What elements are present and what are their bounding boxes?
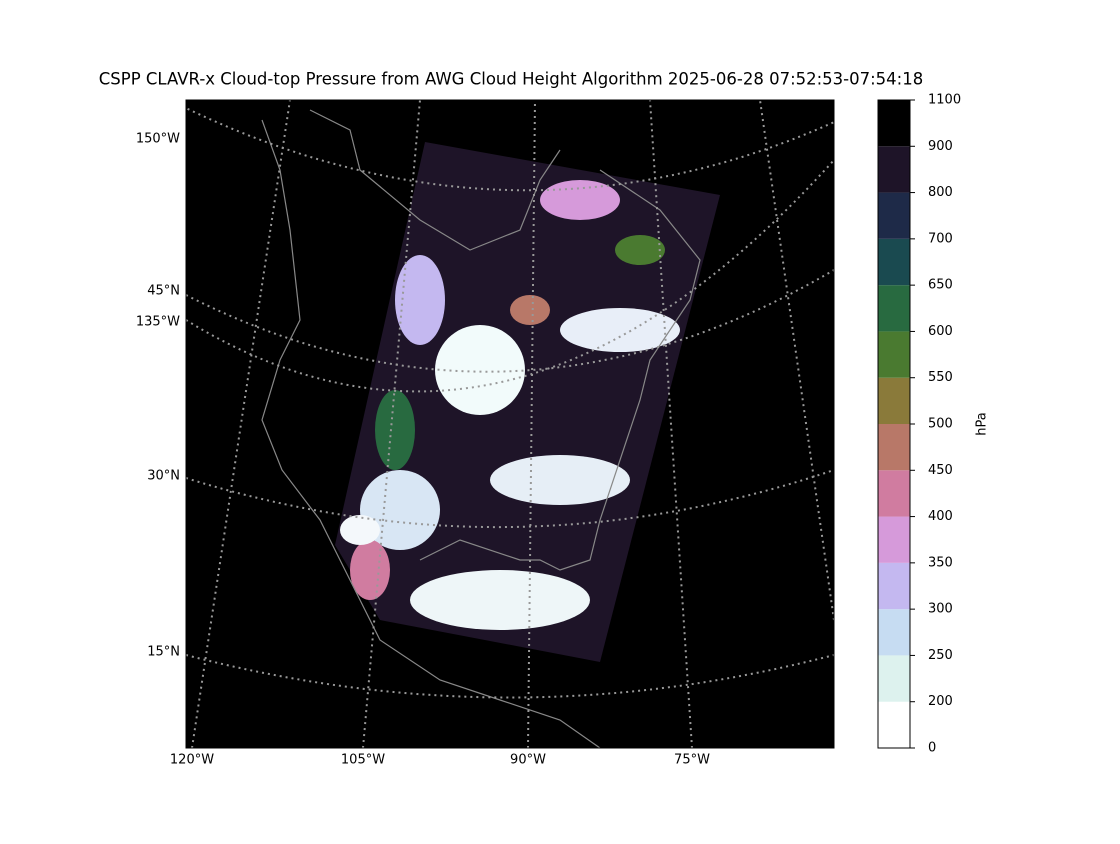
colorbar-tick-label: 250 [928, 648, 953, 663]
colorbar-tick-label: 500 [928, 417, 953, 432]
colorbar-tick-label: 900 [928, 139, 953, 154]
lon-label: 105°W [341, 753, 385, 768]
title: CSPP CLAVR-x Cloud-top Pressure from AWG… [99, 70, 923, 89]
colorbar-segment [878, 516, 910, 563]
colorbar-tick-label: 550 [928, 370, 953, 385]
graticule [186, 469, 834, 528]
map-content [186, 100, 834, 748]
lon-label: 75°W [674, 753, 710, 768]
colorbar-segment [878, 146, 910, 193]
graticule [186, 269, 834, 373]
graticule [649, 100, 693, 748]
lon-label: 135°W [136, 315, 180, 330]
colorbar-tick-label: 200 [928, 694, 953, 709]
colorbar-tick-label: 0 [928, 741, 936, 756]
colorbar-tick-label: 1100 [928, 93, 961, 108]
colorbar-tick-label: 300 [928, 602, 953, 617]
colorbar-segment [878, 377, 910, 424]
map [185, 99, 835, 749]
colorbar-label: hPa [975, 412, 990, 435]
map-frame [185, 99, 835, 749]
graticule [191, 100, 291, 748]
lon-label: 90°W [510, 753, 546, 768]
colorbar-segment [878, 100, 910, 147]
colorbar-segment [878, 655, 910, 702]
colorbar-segment [878, 424, 910, 471]
colorbar-tick-label: 600 [928, 324, 953, 339]
colorbar-tick-label: 400 [928, 509, 953, 524]
map-labels: 150°W 45°N 135°W 30°N 15°N 120°W 105°W 9… [136, 132, 710, 768]
lon-label: 150°W [136, 132, 180, 147]
colorbar-tick-label: 700 [928, 231, 953, 246]
colorbar-segment [878, 192, 910, 239]
colorbar-segment [878, 470, 910, 517]
colorbar-segment [878, 562, 910, 610]
graticule [527, 100, 536, 748]
colorbar-tick-label: 650 [928, 278, 953, 293]
colorbar-segment [878, 238, 910, 286]
lat-label: 15°N [147, 645, 180, 660]
colorbar-tick-label: 800 [928, 185, 953, 200]
colorbar-tick-label: 350 [928, 555, 953, 570]
colorbar-segment [878, 331, 910, 378]
lat-label: 45°N [147, 284, 180, 299]
lat-label: 30°N [147, 469, 180, 484]
graticule [186, 106, 834, 192]
colorbar-segment [878, 701, 910, 748]
colorbar-segment [878, 609, 910, 656]
colorbar-tick-label: 450 [928, 463, 953, 478]
lon-label: 120°W [170, 753, 214, 768]
graticule [362, 100, 421, 748]
colorbar-segment [878, 285, 910, 332]
graticule [186, 159, 834, 393]
